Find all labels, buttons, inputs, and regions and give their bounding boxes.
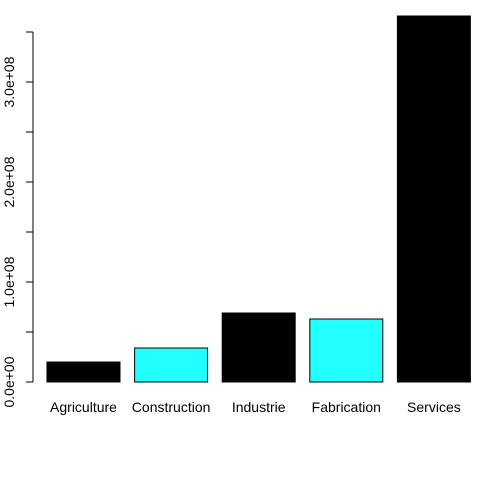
bars: [46, 15, 471, 383]
category-labels: Agriculture Construction Industrie Fabricat…: [50, 399, 461, 415]
bar-construction: [134, 347, 209, 383]
category-label-agriculture: Agriculture: [50, 399, 117, 415]
y-tick-label: 0.0e+00: [1, 356, 17, 407]
bar-fabrication: [309, 318, 384, 383]
category-label-services: Services: [407, 399, 461, 415]
category-label-construction: Construction: [132, 399, 211, 415]
y-tick-label: 2.0e+08: [1, 156, 17, 207]
y-axis: 0.0e+00 1.0e+08 2.0e+08 3.0e+08: [1, 31, 34, 408]
y-tick-label: 1.0e+08: [1, 256, 17, 307]
bar-services: [396, 15, 471, 383]
bar-agriculture: [46, 361, 121, 383]
category-label-fabrication: Fabrication: [312, 399, 381, 415]
bar-industrie: [221, 312, 296, 383]
y-tick-label: 3.0e+08: [1, 56, 17, 107]
category-label-industrie: Industrie: [232, 399, 286, 415]
